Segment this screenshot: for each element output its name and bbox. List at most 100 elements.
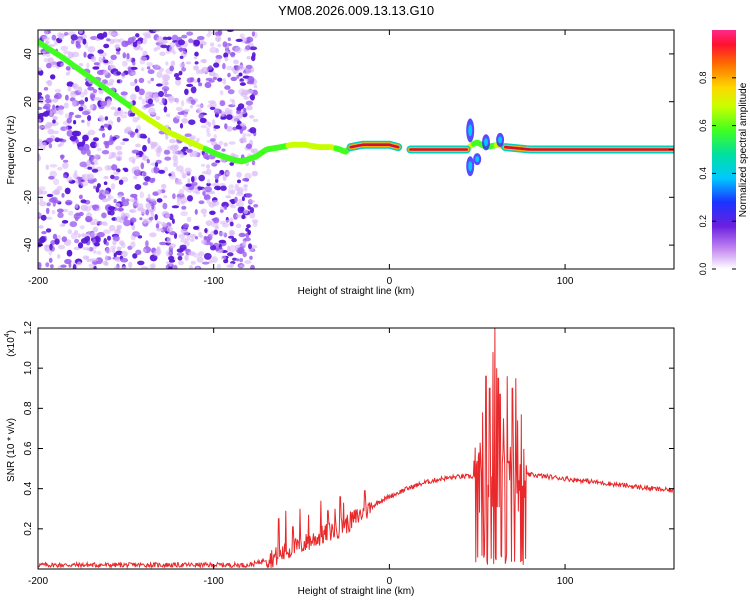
noise-point <box>139 191 145 199</box>
noise-point <box>90 258 99 262</box>
noise-point <box>152 30 161 33</box>
noise-point <box>49 243 53 251</box>
noise-point <box>107 206 116 211</box>
noise-point <box>224 107 230 114</box>
noise-point <box>108 78 115 84</box>
noise-point <box>239 139 247 143</box>
noise-point <box>215 159 221 163</box>
noise-point <box>93 178 97 183</box>
noise-point <box>138 77 145 84</box>
noise-point <box>121 266 127 269</box>
noise-point <box>103 175 109 180</box>
noise-point <box>218 140 224 146</box>
noise-point <box>129 81 137 87</box>
noise-point <box>203 152 209 160</box>
noise-point <box>163 195 168 199</box>
noise-point <box>150 77 154 82</box>
noise-point <box>168 173 172 177</box>
noise-point <box>225 114 233 120</box>
noise-point <box>211 200 220 206</box>
noise-point <box>179 123 184 129</box>
noise-point <box>219 100 226 107</box>
snr-frame <box>37 327 675 570</box>
noise-point <box>210 244 217 251</box>
colorbar-tick-label: 0.4 <box>698 167 708 180</box>
noise-point <box>103 69 109 76</box>
noise-point <box>234 46 242 54</box>
noise-point <box>76 141 85 148</box>
noise-point <box>242 177 249 182</box>
noise-point <box>142 144 147 152</box>
noise-point <box>238 232 246 238</box>
ridge-blob-core <box>498 136 503 144</box>
noise-point <box>178 70 183 76</box>
noise-point <box>112 248 116 254</box>
noise-point <box>164 81 169 86</box>
noise-point <box>156 227 164 232</box>
noise-point <box>45 98 52 104</box>
noise-point <box>130 93 137 101</box>
noise-point <box>206 182 211 187</box>
noise-point <box>127 37 135 44</box>
noise-point <box>50 264 54 269</box>
noise-point <box>93 97 101 101</box>
noise-point <box>244 172 252 180</box>
noise-point <box>248 243 252 250</box>
noise-point <box>169 65 175 72</box>
noise-point <box>251 31 255 37</box>
noise-point <box>116 116 121 123</box>
noise-point <box>138 88 145 96</box>
noise-point <box>120 242 126 248</box>
noise-point <box>211 119 216 126</box>
noise-point <box>240 37 247 44</box>
y-tick-label: 0.4 <box>23 481 34 495</box>
noise-point <box>168 45 175 53</box>
noise-point <box>52 119 56 124</box>
ridge-blob-core <box>484 138 488 147</box>
noise-point <box>39 196 43 202</box>
noise-point <box>114 44 120 49</box>
noise-point <box>73 120 77 125</box>
noise-point <box>143 104 151 108</box>
noise-point <box>101 198 108 203</box>
noise-point <box>116 51 121 55</box>
noise-point <box>213 62 220 68</box>
noise-point <box>121 40 129 48</box>
noise-point <box>120 141 126 146</box>
noise-point <box>191 176 195 183</box>
noise-point <box>219 209 224 213</box>
noise-point <box>218 249 224 253</box>
noise-point <box>165 133 169 140</box>
noise-point <box>228 235 235 239</box>
noise-point <box>115 155 123 162</box>
noise-point <box>116 224 123 230</box>
noise-point <box>96 250 102 255</box>
noise-point <box>239 128 243 134</box>
noise-point <box>126 53 130 60</box>
noise-point <box>178 188 185 196</box>
noise-point <box>85 215 92 223</box>
noise-point <box>191 181 198 186</box>
noise-point <box>245 193 253 198</box>
noise-point <box>228 245 237 253</box>
noise-point <box>77 233 81 238</box>
noise-point <box>184 254 189 261</box>
noise-point <box>140 67 145 72</box>
noise-point <box>183 113 188 118</box>
noise-point <box>78 194 83 200</box>
noise-point <box>149 177 155 184</box>
noise-point <box>45 228 52 233</box>
noise-point <box>186 234 191 241</box>
noise-point <box>117 151 123 156</box>
noise-point <box>224 123 228 130</box>
noise-point <box>201 67 205 74</box>
noise-point <box>215 35 222 42</box>
noise-point <box>245 45 251 51</box>
noise-point <box>82 134 89 142</box>
noise-point <box>52 98 59 103</box>
noise-point <box>215 58 221 64</box>
noise-point <box>93 62 100 66</box>
noise-point <box>121 200 130 207</box>
noise-point <box>162 36 168 41</box>
noise-point <box>202 188 206 192</box>
